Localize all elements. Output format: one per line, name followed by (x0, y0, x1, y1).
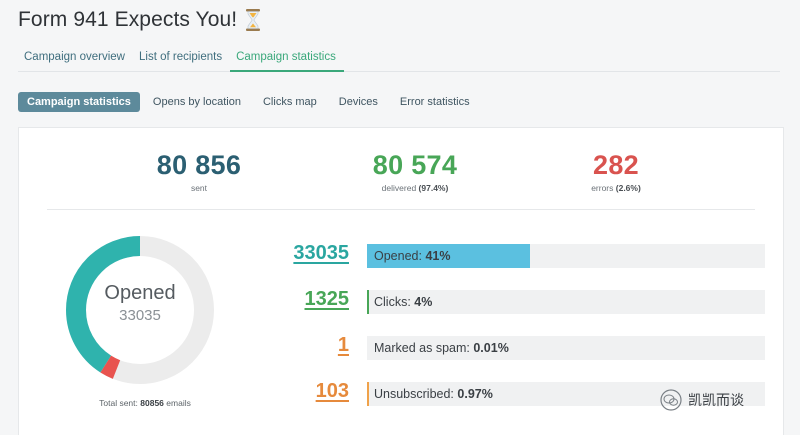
sub-tabs: Campaign statistics Opens by location Cl… (18, 92, 479, 112)
stat-clicks-number[interactable]: 1325 (304, 288, 350, 310)
stat-spam-bar: Marked as spam: 0.01% (367, 336, 765, 360)
kpi-delivered: 80 574 delivered (97.4%) (315, 150, 515, 193)
stat-clicks-bar: Clicks: 4% (367, 290, 765, 314)
stat-row-clicks: 1325 Clicks: 4% (271, 288, 771, 314)
stat-unsubscribed-label: Unsubscribed: (374, 387, 454, 401)
wechat-icon (660, 389, 682, 411)
total-sent-label: Total sent: (99, 398, 138, 408)
stat-row-opened: 33035 Opened: 41% (271, 242, 771, 268)
stat-clicks-pct: 4% (414, 295, 433, 309)
tab-campaign-statistics[interactable]: Campaign statistics (230, 42, 344, 72)
watermark: 凯凯而谈 (660, 389, 744, 411)
total-sent-value: 80856 (140, 398, 164, 408)
kpi-sent: 80 856 sent (99, 150, 299, 193)
kpi-errors-pct: (2.6%) (615, 183, 641, 193)
kpi-errors-value: 282 (593, 150, 639, 180)
kpi-errors-label-text: errors (591, 183, 614, 193)
stat-opened-label: Opened: (374, 249, 422, 263)
kpi-delivered-label: delivered (97.4%) (315, 183, 515, 193)
tab-campaign-overview[interactable]: Campaign overview (24, 51, 125, 63)
stat-unsubscribed-bar: Unsubscribed: 0.97% (367, 382, 765, 406)
stat-clicks-label: Clicks: (374, 295, 411, 309)
donut-value: 33035 (119, 307, 161, 324)
kpi-delivered-label-text: delivered (381, 183, 417, 193)
stat-spam-number[interactable]: 1 (337, 334, 349, 356)
kpi-sent-value: 80 856 (156, 150, 242, 180)
stat-spam-pct: 0.01% (473, 341, 509, 355)
stat-unsubscribed-number[interactable]: 103 (315, 380, 349, 402)
total-sent: Total sent: 80856 emails (75, 398, 215, 408)
statistics-card: 80 856 sent 80 574 delivered (97.4%) 282… (18, 127, 784, 435)
watermark-text: 凯凯而谈 (688, 392, 744, 408)
stat-spam-label: Marked as spam: (374, 341, 470, 355)
hourglass-icon (245, 9, 261, 31)
stat-row-unsubscribed: 103 Unsubscribed: 0.97% (271, 380, 771, 406)
campaign-title: Form 941 Expects You! (18, 8, 238, 31)
subtab-campaign-statistics[interactable]: Campaign statistics (18, 92, 140, 112)
opened-donut-chart: Opened 33035 (65, 232, 215, 388)
subtab-devices[interactable]: Devices (338, 96, 378, 108)
stat-unsubscribed-pct: 0.97% (457, 387, 493, 401)
subtab-error-statistics[interactable]: Error statistics (399, 96, 470, 108)
subtab-opens-by-location[interactable]: Opens by location (152, 96, 241, 108)
donut-opened-arc (66, 236, 214, 384)
kpi-delivered-pct: (97.4%) (418, 183, 449, 193)
kpi-errors: 282 errors (2.6%) (516, 150, 716, 193)
kpi-divider (47, 209, 755, 210)
subtab-clicks-map[interactable]: Clicks map (262, 96, 317, 108)
stat-row-spam: 1 Marked as spam: 0.01% (271, 334, 771, 360)
donut-title: Opened (104, 282, 176, 304)
page-title: Form 941 Expects You! (18, 8, 261, 32)
stat-unsubscribed-fill (367, 382, 369, 406)
kpi-errors-label: errors (2.6%) (516, 183, 716, 193)
stat-opened-fill (367, 244, 531, 268)
stat-opened-number[interactable]: 33035 (293, 242, 349, 264)
donut-center: Opened 33035 (65, 282, 215, 324)
stat-clicks-fill (367, 290, 369, 314)
stat-opened-bar: Opened: 41% (367, 244, 765, 268)
stat-opened-pct: 41% (425, 249, 451, 263)
main-tabs: Campaign overview List of recipients Cam… (18, 42, 780, 72)
kpi-sent-label: sent (190, 183, 208, 193)
total-sent-unit: emails (166, 398, 191, 408)
donut-svg (66, 236, 214, 384)
kpi-delivered-value: 80 574 (372, 150, 458, 180)
tab-list-of-recipients[interactable]: List of recipients (139, 51, 223, 63)
